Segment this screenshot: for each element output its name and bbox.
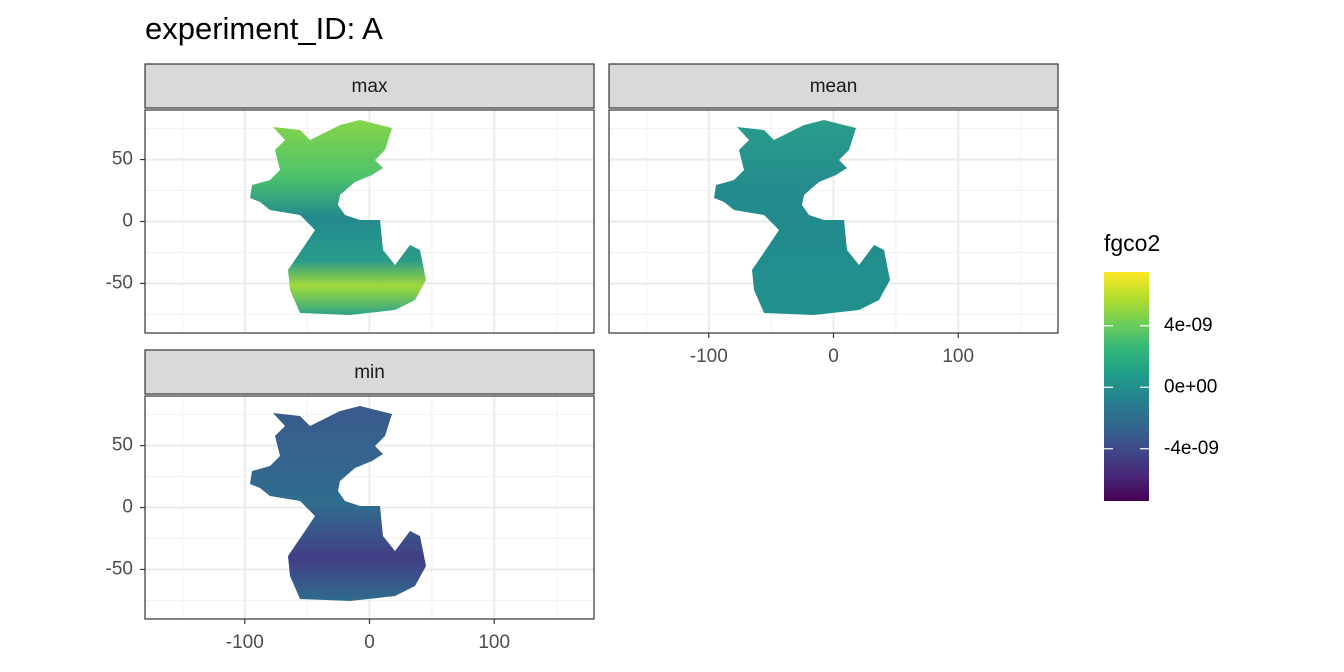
y-tick-label: 50 [112,435,133,456]
strip-label: min [354,362,385,383]
y-tick-label: 0 [122,211,133,232]
legend-tick-label: 0e+00 [1164,376,1217,397]
x-tick-label: 0 [364,632,375,653]
x-tick-label: 0 [828,346,839,367]
strip [144,349,595,395]
x-tick-label: -100 [690,346,728,367]
x-tick-label: 100 [478,632,510,653]
legend-tick-label: 4e-09 [1164,315,1213,336]
x-tick-label: -100 [226,632,264,653]
y-tick-label: 0 [122,497,133,518]
colorbar [1104,272,1149,501]
strip [144,63,595,109]
strip-label: mean [810,76,858,97]
y-tick-label: 50 [112,149,133,170]
strip-label: max [352,76,388,97]
legend-title: fgco2 [1104,230,1160,256]
y-tick-label: -50 [106,558,133,579]
chart-title: experiment_ID: A [145,11,383,46]
strip [608,63,1059,109]
x-tick-label: 100 [942,346,974,367]
y-tick-label: -50 [106,272,133,293]
legend-tick-label: -4e-09 [1164,438,1219,459]
